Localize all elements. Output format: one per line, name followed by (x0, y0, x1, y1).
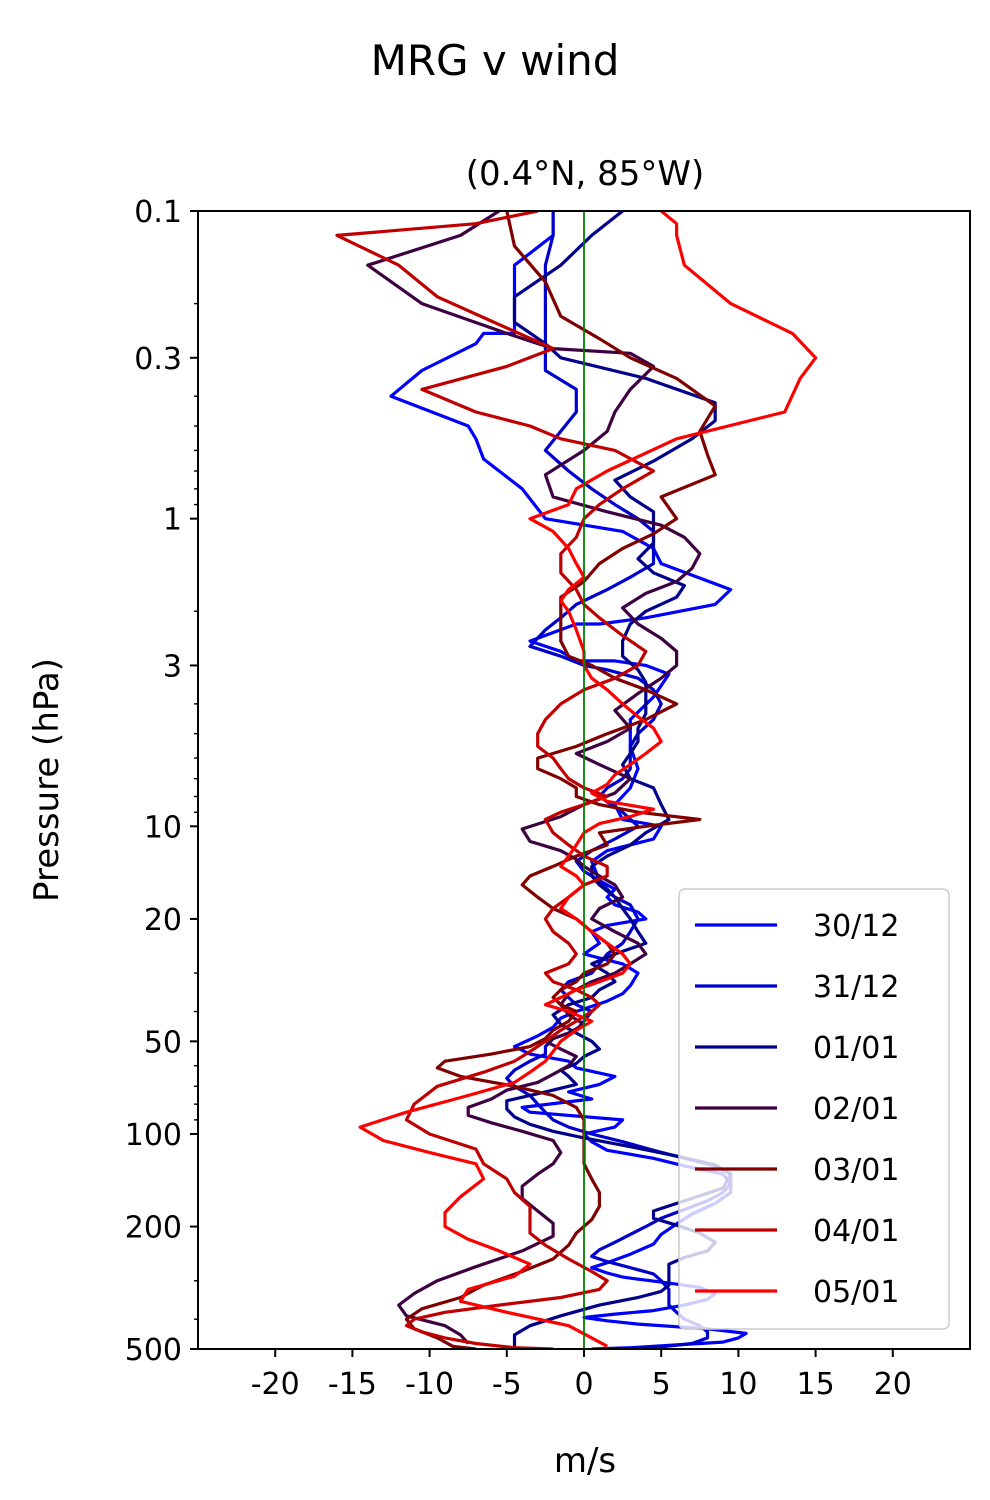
y-tick-label: 100 (125, 1118, 182, 1153)
y-tick-label: 500 (125, 1333, 182, 1368)
legend-label: 30/12 (813, 909, 899, 944)
series-line-05-01 (358, 211, 818, 1348)
series-line-30-12 (389, 211, 748, 1349)
x-tick-label: 5 (652, 1367, 671, 1402)
y-tick-label: 3 (163, 649, 182, 684)
y-axis-label: Pressure (hPa) (27, 658, 67, 902)
x-tick-label: 15 (797, 1367, 835, 1402)
legend-label: 31/12 (813, 970, 899, 1005)
x-tick-label: 10 (719, 1367, 757, 1402)
x-tick-label: -20 (251, 1367, 300, 1402)
series-line-03-01 (404, 211, 717, 1349)
x-axis: -20 -15 -10 -5 0 5 10 15 20 (251, 1349, 912, 1402)
x-tick-label: -10 (405, 1367, 454, 1402)
legend-label: 03/01 (813, 1153, 899, 1188)
y-tick-label: 20 (144, 903, 182, 938)
legend-label: 02/01 (813, 1092, 899, 1127)
y-tick-label: 200 (125, 1211, 182, 1246)
x-tick-label: -5 (492, 1367, 522, 1402)
y-tick-label: 10 (144, 810, 182, 845)
legend-box (678, 888, 950, 1330)
x-tick-label: -15 (328, 1367, 377, 1402)
legend-label: 01/01 (813, 1031, 899, 1066)
chart-title: MRG v wind (371, 36, 620, 85)
y-tick-label: 50 (144, 1025, 182, 1060)
x-tick-label: 20 (874, 1367, 912, 1402)
x-axis-label: m/s (554, 1441, 616, 1481)
series-line-04-01 (335, 211, 656, 1349)
x-tick-label: 0 (574, 1367, 593, 1402)
legend-label: 05/01 (813, 1275, 899, 1310)
chart-subtitle: (0.4°N, 85°W) (466, 154, 705, 194)
legend-label: 04/01 (813, 1214, 899, 1249)
legend: 30/12 31/12 01/01 02/01 03/01 04/01 05/01 (678, 888, 950, 1330)
y-tick-label: 1 (163, 503, 182, 538)
y-axis: 0.1 0.3 1 3 10 20 50 100 200 500 (125, 195, 198, 1368)
series-line-02-01 (366, 211, 702, 1345)
y-tick-label: 0.3 (134, 342, 182, 377)
y-tick-label: 0.1 (134, 195, 182, 230)
